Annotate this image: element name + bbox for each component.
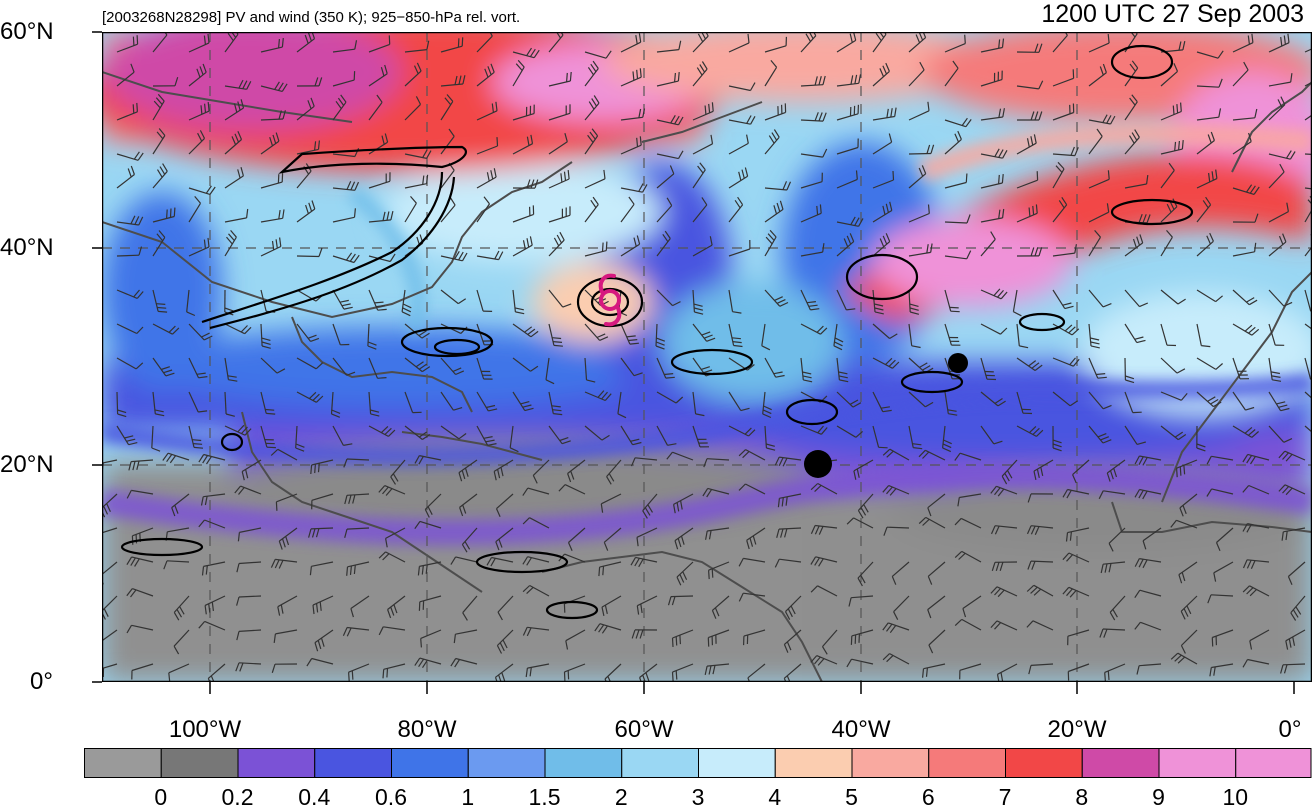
colorbar-swatch	[775, 749, 852, 778]
lon-label-20w: 20°W	[1048, 716, 1107, 744]
colorbar-tick-label: 3	[692, 784, 705, 811]
colorbar-swatch	[622, 749, 699, 778]
colorbar-swatch	[699, 749, 776, 778]
colorbar-swatch	[1082, 749, 1159, 778]
colorbar-tick-label: 8	[1075, 784, 1088, 811]
colorbar-swatch	[545, 749, 622, 778]
colorbar-swatch	[238, 749, 315, 778]
colorbar-tick-label: 7	[999, 784, 1012, 811]
colorbar-swatch	[468, 749, 545, 778]
lat-label-20n: 20°N	[0, 451, 54, 479]
colorbar-swatch	[1159, 749, 1236, 778]
lon-label-40w: 40°W	[832, 716, 891, 744]
colorbar-swatch	[161, 749, 238, 778]
lon-label-60w: 60°W	[615, 716, 674, 744]
colorbar-tick-label: 9	[1152, 784, 1165, 811]
lon-label-80w: 80°W	[398, 716, 457, 744]
colorbar-tick-label: 0.6	[375, 784, 407, 811]
colorbar-tick-label: 1	[461, 784, 474, 811]
colorbar-tick-label: 10	[1222, 784, 1248, 811]
lat-label-60n: 60°N	[0, 18, 54, 46]
lat-label-40n: 40°N	[0, 234, 54, 262]
colorbar-swatch	[315, 749, 392, 778]
colorbar-tick-label: 0.2	[222, 784, 254, 811]
lat-label-equator: 0°	[30, 668, 53, 696]
colorbar-tick-label: 2	[615, 784, 628, 811]
lon-label-0: 0°	[1279, 716, 1302, 744]
colorbar-tick-label: 0.4	[298, 784, 330, 811]
colorbar-tick-label: 1.5	[529, 784, 561, 811]
colorbar-swatches	[84, 748, 1312, 778]
colorbar-swatch	[929, 749, 1006, 778]
colorbar-tick-label: 6	[922, 784, 935, 811]
colorbar	[84, 748, 1312, 778]
lon-label-100w: 100°W	[169, 716, 241, 744]
colorbar-swatch	[1006, 749, 1083, 778]
colorbar-swatch	[85, 749, 162, 778]
colorbar-swatch	[1236, 749, 1311, 778]
colorbar-swatch	[852, 749, 929, 778]
colorbar-tick-label: 5	[845, 784, 858, 811]
colorbar-tick-label: 4	[768, 784, 781, 811]
colorbar-tick-label: 0	[154, 784, 167, 811]
colorbar-swatch	[392, 749, 469, 778]
